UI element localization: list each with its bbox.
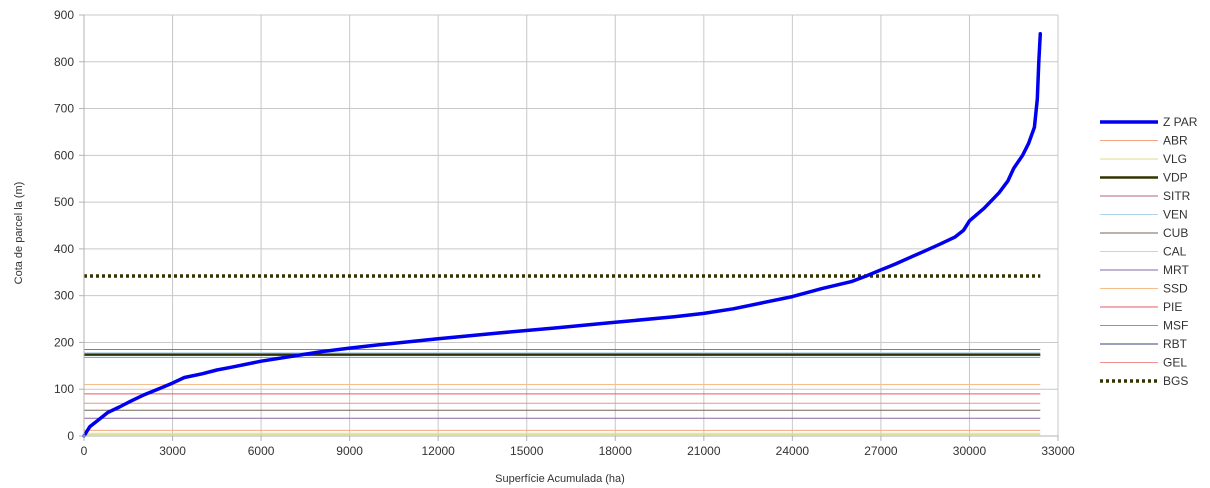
x-tick-labels: 0 3000 6000 9000 12000 15000 18000 21000 24000 27… <box>81 444 1075 458</box>
reference-lines <box>84 274 1041 436</box>
legend-label-sitr: SITR <box>1163 189 1191 203</box>
legend-label-mrt: MRT <box>1163 263 1189 277</box>
x-tick-label: 21000 <box>687 444 721 458</box>
y-tick-labels: 0 100 200 300 400 500 600 700 800 900 <box>54 8 74 443</box>
x-tick-label: 6000 <box>248 444 275 458</box>
x-tick-label: 15000 <box>510 444 544 458</box>
legend: Z PAR ABR VLG VDP SITR VEN CUB CAL MRT SSD PIE MSF R… <box>1100 115 1198 388</box>
grid <box>83 14 1059 437</box>
legend-label-gel: GEL <box>1163 356 1187 370</box>
x-tick-label: 0 <box>81 444 88 458</box>
y-tick-label: 700 <box>54 102 74 116</box>
legend-label-cub: CUB <box>1163 226 1188 240</box>
y-tick-label: 300 <box>54 289 74 303</box>
series-line-z-par <box>82 31 1043 438</box>
y-tick-label: 200 <box>54 335 74 349</box>
y-tick-label: 900 <box>54 8 74 22</box>
x-tick-label: 30000 <box>953 444 987 458</box>
legend-label-z-par: Z PAR <box>1163 115 1198 129</box>
legend-label-cal: CAL <box>1163 245 1187 259</box>
x-tick-label: 9000 <box>336 444 363 458</box>
legend-label-ven: VEN <box>1163 208 1188 222</box>
legend-label-abr: ABR <box>1163 134 1188 148</box>
y-axis-title: Cota de parcel la (m) <box>13 182 25 285</box>
y-tick-label: 500 <box>54 195 74 209</box>
legend-label-msf: MSF <box>1163 319 1188 333</box>
legend-label-ssd: SSD <box>1163 282 1188 296</box>
legend-label-vlg: VLG <box>1163 152 1187 166</box>
x-tick-label: 12000 <box>421 444 455 458</box>
main-series <box>82 31 1043 438</box>
y-tick-label: 400 <box>54 242 74 256</box>
y-tick-label: 800 <box>54 55 74 69</box>
legend-label-rbt: RBT <box>1163 337 1188 351</box>
y-tick-label: 600 <box>54 148 74 162</box>
axes <box>79 14 1059 441</box>
legend-label-bgs: BGS <box>1163 374 1188 388</box>
x-axis-title: Superfície Acumulada (ha) <box>495 473 625 485</box>
x-tick-label: 18000 <box>599 444 633 458</box>
x-tick-label: 33000 <box>1041 444 1075 458</box>
x-tick-label: 3000 <box>159 444 186 458</box>
legend-label-pie: PIE <box>1163 300 1182 314</box>
y-tick-label: 100 <box>54 382 74 396</box>
x-tick-label: 24000 <box>776 444 810 458</box>
x-tick-label: 27000 <box>864 444 898 458</box>
y-tick-label: 0 <box>67 429 74 443</box>
legend-label-vdp: VDP <box>1163 171 1188 185</box>
